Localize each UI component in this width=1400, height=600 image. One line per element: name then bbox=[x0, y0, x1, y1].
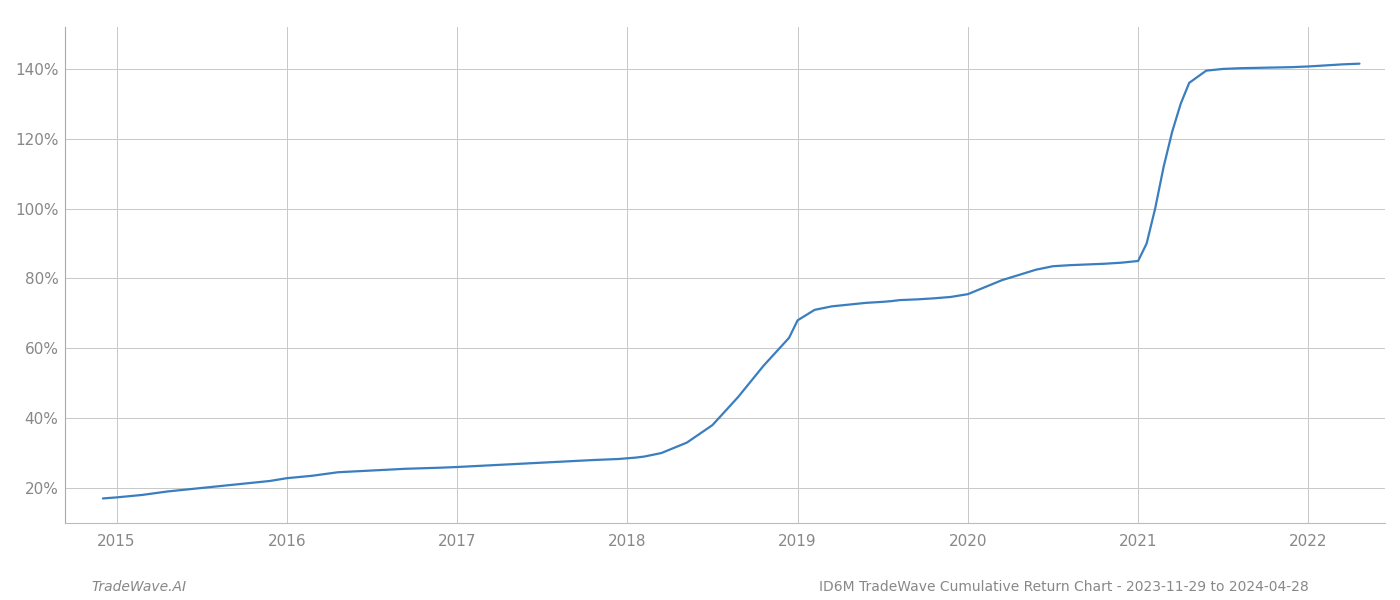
Text: TradeWave.AI: TradeWave.AI bbox=[91, 580, 186, 594]
Text: ID6M TradeWave Cumulative Return Chart - 2023-11-29 to 2024-04-28: ID6M TradeWave Cumulative Return Chart -… bbox=[819, 580, 1309, 594]
